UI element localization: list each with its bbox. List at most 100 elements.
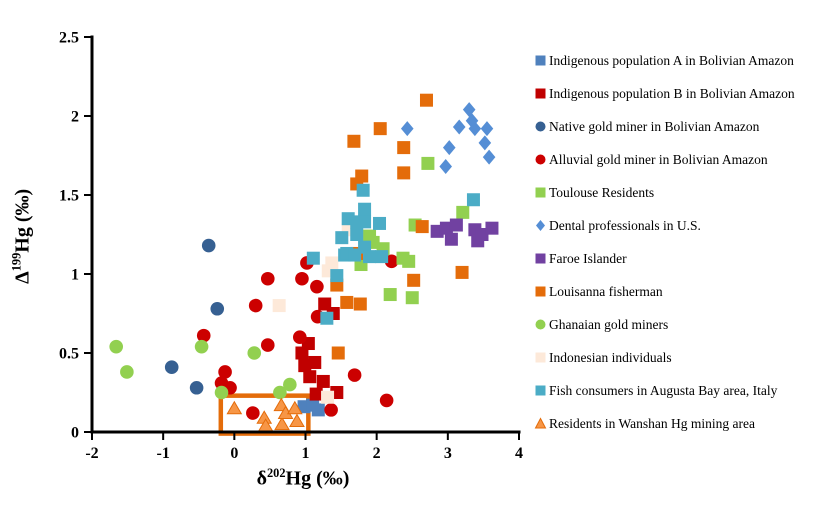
data-point: [373, 122, 387, 136]
data-point: [480, 121, 494, 137]
data-point: [439, 221, 453, 235]
legend-label: Fish consumers in Augusta Bay area, Ital…: [549, 382, 778, 398]
data-point: [260, 338, 275, 352]
data-point: [324, 403, 338, 417]
data-point: [363, 250, 377, 264]
legend-label: Native gold miner in Bolivian Amazon: [549, 118, 760, 134]
legend-item: Louisanna fisherman: [534, 275, 826, 308]
data-point: [444, 232, 458, 246]
data-point: [356, 183, 370, 197]
data-point: [325, 256, 339, 270]
legend-marker-square-icon: [534, 384, 547, 397]
data-point: [419, 93, 433, 107]
legend-marker-circle-icon: [534, 120, 547, 133]
legend-item: Dental professionals in U.S.: [534, 209, 826, 242]
legend-label: Alluvial gold miner in Bolivian Amazon: [549, 151, 768, 167]
x-axis-title: δ202Hg (‰): [256, 466, 350, 490]
legend-label: Toulouse Residents: [549, 184, 655, 200]
data-point: [348, 248, 362, 262]
legend-marker-square-icon: [534, 87, 547, 100]
legend-marker-square-icon: [534, 285, 547, 298]
x-tick-label: -1: [157, 445, 170, 462]
data-point: [293, 330, 307, 345]
legend-marker-circle-icon: [534, 318, 547, 331]
legend-item: Indigenous population A in Bolivian Amaz…: [534, 44, 826, 77]
data-point: [407, 273, 421, 287]
data-point: [310, 279, 324, 294]
data-point: [260, 271, 275, 286]
legend-marker-square-icon: [534, 54, 547, 67]
data-point: [397, 166, 411, 180]
data-point: [247, 346, 262, 360]
legend-marker-square-icon: [534, 186, 547, 199]
data-point: [335, 231, 349, 245]
data-point: [383, 288, 397, 302]
legend-item: Faroe Islander: [534, 242, 826, 275]
data-point: [308, 355, 322, 369]
legend-label: Faroe Islander: [549, 250, 627, 266]
data-point: [210, 301, 225, 316]
legend-item: Fish consumers in Augusta Bay area, Ital…: [534, 374, 826, 407]
legend-label: Residents in Wanshan Hg mining area: [549, 415, 756, 431]
x-tick-label: -2: [85, 445, 98, 462]
data-point: [358, 202, 372, 216]
data-point: [379, 393, 394, 408]
data-point: [295, 346, 309, 360]
data-point: [456, 205, 470, 219]
data-point: [196, 328, 211, 343]
data-point: [350, 228, 364, 241]
data-point: [449, 218, 463, 232]
data-point: [330, 269, 344, 283]
data-point: [248, 298, 263, 313]
data-point: [358, 215, 372, 229]
x-tick-label: 1: [302, 445, 310, 462]
data-point: [475, 228, 489, 241]
data-point: [320, 311, 334, 325]
data-point: [194, 339, 209, 354]
data-point: [455, 265, 469, 279]
data-point: [283, 377, 297, 392]
legend-item: Alluvial gold miner in Bolivian Amazon: [534, 143, 826, 176]
data-point: [353, 297, 367, 311]
legend-label: Louisanna fisherman: [549, 283, 663, 299]
legend-item: Native gold miner in Bolivian Amazon: [534, 110, 826, 143]
data-point: [331, 346, 345, 360]
data-point: [274, 416, 290, 431]
data-point: [355, 169, 369, 183]
data-point: [306, 251, 320, 265]
legend: Indigenous population A in Bolivian Amaz…: [534, 44, 826, 440]
y-tick-label: 1: [71, 267, 79, 284]
data-point: [321, 390, 335, 404]
data-point: [452, 119, 466, 135]
data-point: [189, 380, 204, 395]
data-point: [246, 406, 260, 420]
legend-marker-triangle-icon: [534, 417, 547, 430]
data-point: [226, 400, 243, 415]
y-tick-label: 2: [71, 109, 79, 126]
data-point: [340, 295, 354, 309]
legend-item: Indigenous population B in Bolivian Amaz…: [534, 77, 826, 110]
data-point: [316, 374, 330, 388]
data-point: [309, 387, 323, 401]
highlight-box: [218, 393, 311, 436]
y-axis-title: Δ199Hg (‰): [9, 188, 34, 284]
legend-label: Dental professionals in U.S.: [549, 217, 701, 233]
data-point: [289, 413, 305, 427]
data-point: [384, 254, 399, 269]
data-point: [214, 385, 229, 400]
x-tick-label: 2: [373, 445, 381, 462]
data-point: [397, 141, 411, 155]
data-point: [442, 140, 456, 156]
legend-marker-square-icon: [534, 252, 547, 265]
legend-label: Indigenous population A in Bolivian Amaz…: [549, 52, 794, 68]
data-point: [439, 159, 452, 175]
legend-label: Indigenous population B in Bolivian Amaz…: [549, 85, 795, 101]
data-point: [298, 359, 312, 373]
data-point: [164, 360, 179, 375]
legend-item: Ghanaian gold miners: [534, 308, 826, 341]
x-tick-label: 3: [444, 445, 452, 462]
data-point: [311, 403, 325, 417]
data-point: [373, 216, 387, 230]
y-tick-label: 0.5: [59, 346, 79, 363]
legend-item: Indonesian individuals: [534, 341, 826, 374]
